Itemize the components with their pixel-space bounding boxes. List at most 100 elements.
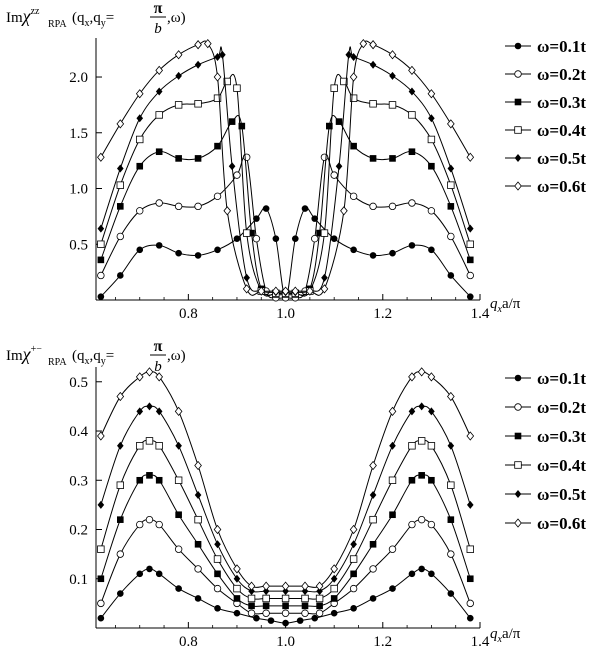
data-point: [213, 524, 222, 535]
data-point: [97, 431, 105, 441]
data-point: [408, 570, 416, 578]
series-line-5: [100, 46, 471, 293]
data-point: [428, 114, 435, 123]
data-point: [155, 242, 163, 249]
panel2-plot: 0.8 1.0 1.2 1.4 0.1 0.2 0.3 0.4 0.5: [69, 367, 490, 650]
data-point: [350, 605, 357, 612]
data-point: [427, 442, 436, 450]
x-tick-label: 1.0: [276, 634, 295, 650]
data-point: [311, 215, 319, 222]
data-point: [301, 587, 309, 596]
data-point: [97, 240, 105, 248]
svg-text:Imχ+−: Imχ+−: [6, 344, 42, 364]
data-point: [136, 407, 144, 416]
data-point: [146, 472, 153, 479]
data-point: [97, 614, 105, 622]
data-point: [447, 272, 455, 279]
y-tick-label: 0.3: [69, 473, 88, 489]
data-point: [427, 520, 436, 529]
legend-marker: [514, 42, 522, 50]
data-point: [155, 65, 164, 75]
data-point: [194, 515, 202, 524]
data-point: [330, 595, 338, 602]
data-point: [388, 476, 397, 484]
data-point: [306, 286, 314, 296]
svg-text:(qx,qy=: (qx,qy=: [72, 348, 114, 367]
data-point: [282, 619, 289, 627]
data-point: [316, 602, 323, 610]
legend-label-4: ω=0.4t: [537, 121, 586, 140]
legend-marker: [514, 98, 522, 106]
panel2-legend: ω=0.1t ω=0.2t ω=0.3t ω=0.4t ω=0.5t ω=0.6t: [505, 369, 586, 533]
data-point: [389, 441, 396, 450]
data-point: [388, 406, 397, 416]
series-line-2: [100, 154, 471, 299]
data-point: [203, 38, 212, 49]
data-point: [253, 215, 260, 222]
data-point: [417, 437, 426, 445]
data-point: [427, 207, 436, 215]
data-point: [369, 252, 377, 259]
data-point: [447, 232, 455, 241]
data-point: [233, 84, 241, 92]
data-point: [315, 594, 324, 603]
x-tick-label: 1.2: [373, 306, 392, 322]
data-point: [175, 71, 182, 80]
data-point: [369, 491, 377, 500]
data-point: [311, 614, 319, 622]
panel1-title-args-end: ,ω): [167, 10, 186, 26]
data-point: [428, 162, 435, 170]
data-point: [388, 202, 397, 211]
data-point: [447, 203, 455, 210]
panel1-title-args: (q: [72, 10, 85, 26]
data-point: [408, 65, 416, 75]
data-point: [466, 614, 474, 622]
data-point: [316, 587, 323, 596]
data-point: [466, 271, 474, 280]
data-point: [447, 441, 455, 450]
panel2-title-eq: =: [106, 348, 114, 364]
data-point: [466, 256, 474, 264]
data-point: [194, 460, 202, 471]
data-point: [213, 192, 222, 201]
legend-label-2: ω=0.2t: [537, 398, 586, 417]
data-point: [155, 520, 163, 529]
data-point: [155, 199, 163, 207]
data-point: [97, 599, 105, 608]
data-point: [233, 171, 241, 179]
data-point: [330, 574, 338, 583]
data-point: [214, 246, 221, 254]
series-line-5: [100, 405, 471, 593]
data-point: [335, 162, 343, 171]
data-point: [447, 119, 455, 129]
data-point: [194, 595, 202, 602]
data-point: [330, 84, 338, 92]
data-point: [116, 550, 125, 558]
data-point: [116, 391, 125, 402]
data-point: [117, 516, 124, 523]
data-point: [155, 476, 163, 484]
data-point: [175, 585, 182, 592]
data-point: [145, 367, 154, 377]
series-line-6: [100, 40, 471, 296]
data-point: [194, 491, 202, 500]
data-point: [408, 242, 416, 249]
data-point: [447, 590, 455, 597]
data-point: [466, 152, 475, 162]
data-point: [389, 155, 396, 162]
data-point: [155, 407, 163, 416]
legend-marker: [514, 154, 522, 162]
data-point: [174, 202, 183, 211]
data-point: [136, 246, 144, 254]
data-point: [282, 602, 289, 610]
panel1-title-eq: =: [106, 10, 114, 26]
data-point: [388, 545, 397, 553]
data-point: [248, 587, 255, 596]
panel2-title-qy-sub: y: [101, 356, 106, 367]
data-point: [135, 89, 144, 99]
data-point: [301, 602, 309, 610]
data-point: [428, 570, 435, 578]
data-point: [219, 50, 226, 59]
data-point: [330, 609, 338, 617]
data-point: [369, 460, 377, 471]
